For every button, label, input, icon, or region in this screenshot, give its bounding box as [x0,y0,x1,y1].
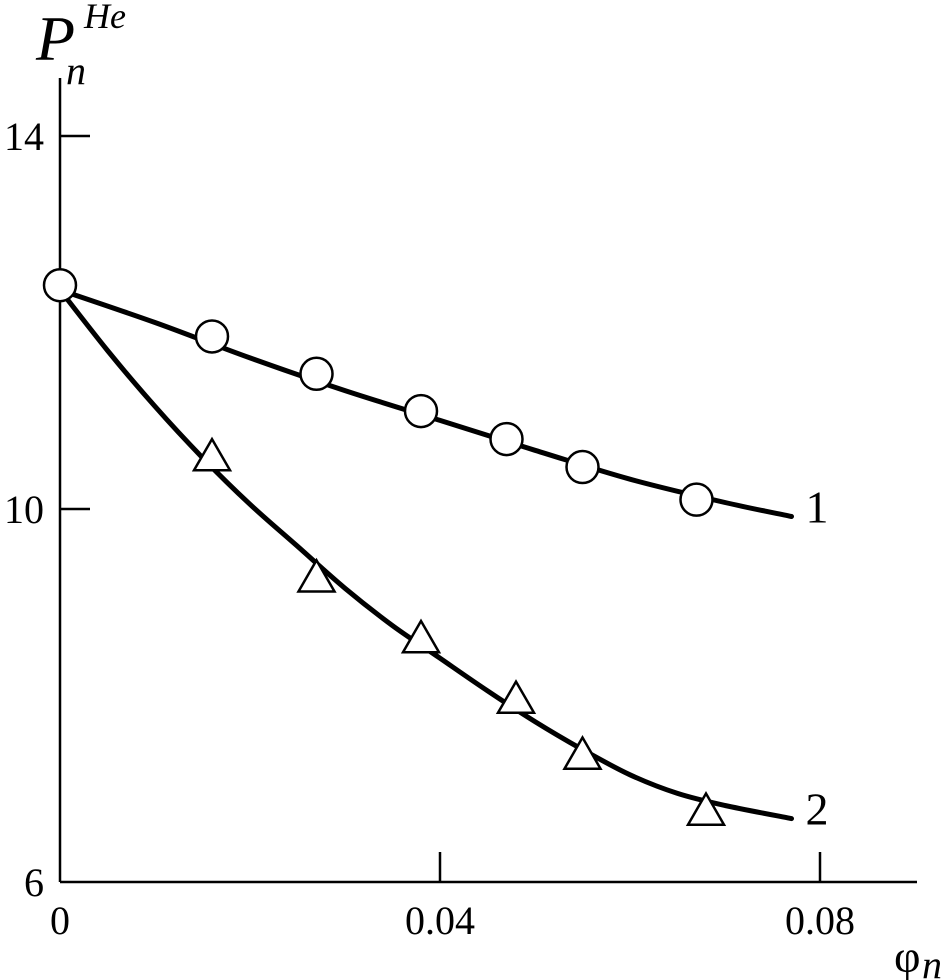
series-1-point [194,319,230,354]
series-1-point [299,356,334,392]
markers [42,267,727,826]
x-tick-label: 0 [50,898,70,943]
series-2-point [562,734,603,770]
series-1-point [565,449,600,485]
y-axis-label-subscript: n [66,48,86,93]
series-2-point [191,436,233,472]
series-1-point [489,421,524,457]
y-axis-label-superscript: He [83,0,126,36]
series-1-point [42,267,78,303]
y-tick-label: 14 [4,114,44,159]
y-tick-label: 6 [24,860,44,905]
x-axis-label-symbol: φ [894,931,921,980]
series-2-point [495,679,537,715]
y-tick-label: 10 [4,487,44,532]
series-1-point [403,393,439,429]
series-1-label: 1 [806,481,829,532]
series-2-label: 2 [806,784,829,835]
series-2-point [296,557,337,593]
x-tick-label: 0.04 [405,898,475,943]
x-tick-label: 0.08 [785,898,855,943]
x-axis-label-subscript: n [922,942,942,980]
axes [58,78,917,884]
series-2-curve [57,287,794,822]
curves [57,287,794,822]
series-1-point [679,482,714,517]
series-2-point [400,618,442,654]
y-axis-label-symbol: P [35,3,75,74]
series-2-point [685,790,727,826]
